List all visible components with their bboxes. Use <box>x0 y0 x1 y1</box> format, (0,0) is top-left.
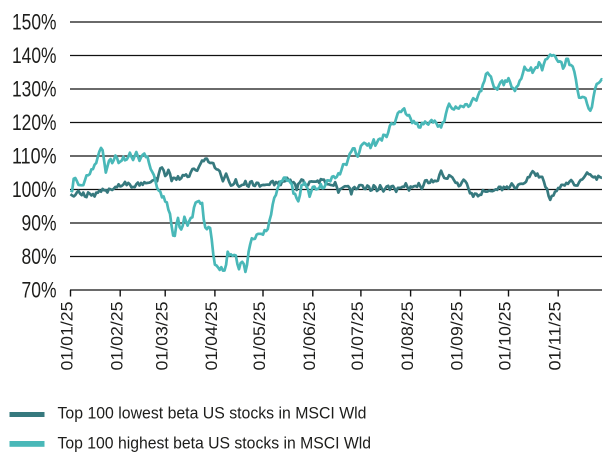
svg-text:01/02/25: 01/02/25 <box>108 302 126 371</box>
svg-text:01/09/25: 01/09/25 <box>449 302 467 371</box>
svg-text:01/10/25: 01/10/25 <box>497 302 515 371</box>
svg-text:150%: 150% <box>12 10 57 35</box>
svg-text:140%: 140% <box>12 43 57 68</box>
svg-text:100%: 100% <box>12 177 57 202</box>
svg-text:01/01/25: 01/01/25 <box>59 302 77 371</box>
svg-text:Top 100 lowest beta US stocks: Top 100 lowest beta US stocks in MSCI Wl… <box>58 405 367 423</box>
svg-text:01/04/25: 01/04/25 <box>203 302 221 371</box>
svg-text:01/07/25: 01/07/25 <box>349 302 367 371</box>
svg-text:130%: 130% <box>12 77 57 102</box>
svg-text:01/08/25: 01/08/25 <box>399 302 417 371</box>
svg-text:110%: 110% <box>12 144 57 169</box>
svg-text:01/11/25: 01/11/25 <box>546 302 564 371</box>
svg-text:70%: 70% <box>22 278 57 303</box>
svg-text:01/03/25: 01/03/25 <box>153 302 171 371</box>
svg-text:01/06/25: 01/06/25 <box>301 302 319 371</box>
svg-text:90%: 90% <box>22 211 57 236</box>
svg-text:80%: 80% <box>22 244 57 269</box>
svg-text:Top 100 highest beta US stocks: Top 100 highest beta US stocks in MSCI W… <box>58 435 372 453</box>
svg-text:01/05/25: 01/05/25 <box>251 302 269 371</box>
svg-text:120%: 120% <box>12 110 57 135</box>
